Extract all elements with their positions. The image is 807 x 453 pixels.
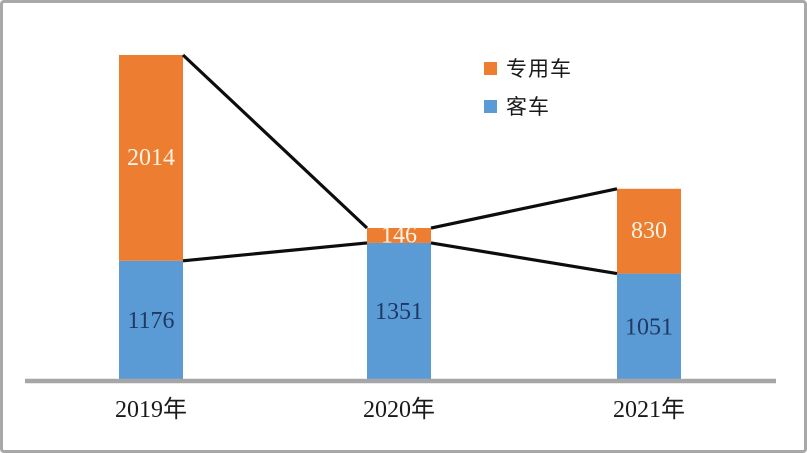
bar-segment-special-vehicle [119,55,183,261]
bar-segment-bus [119,260,183,381]
value-label-special-vehicle: 830 [631,218,667,244]
legend-item-special-vehicle: 专用车 [484,56,572,81]
x-axis-label: 2019年 [115,396,187,423]
value-label-special-vehicle: 2014 [127,145,175,171]
legend-swatch-icon [484,61,497,75]
connector-line-bus-top [430,241,618,276]
legend-swatch-icon [484,99,497,113]
value-label-bus: 1176 [127,308,174,334]
chart-canvas: 1176 2014 1351 146 1051 830 2019年 2020年 2021年 [25,53,776,423]
bar-segment-bus [617,273,681,381]
value-label-special-vehicle: 146 [381,222,417,248]
bar-segment-special-vehicle [617,188,681,274]
connector-line-special-vehicle-top [430,187,618,230]
legend-label-special-vehicle: 专用车 [506,57,572,81]
x-axis-label: 2020年 [363,396,435,423]
connector-line-bus-top [182,241,368,263]
bar-segment-special-vehicle [367,228,431,243]
legend-label-bus: 客车 [506,95,550,119]
x-axis-label: 2021年 [613,396,685,423]
bar-segment-bus [367,242,431,381]
connector-line-special-vehicle-top [181,53,369,230]
value-label-bus: 1351 [375,299,423,325]
value-label-bus: 1051 [625,314,673,340]
legend-item-bus: 客车 [484,94,572,119]
legend: 专用车 客车 [484,56,572,119]
